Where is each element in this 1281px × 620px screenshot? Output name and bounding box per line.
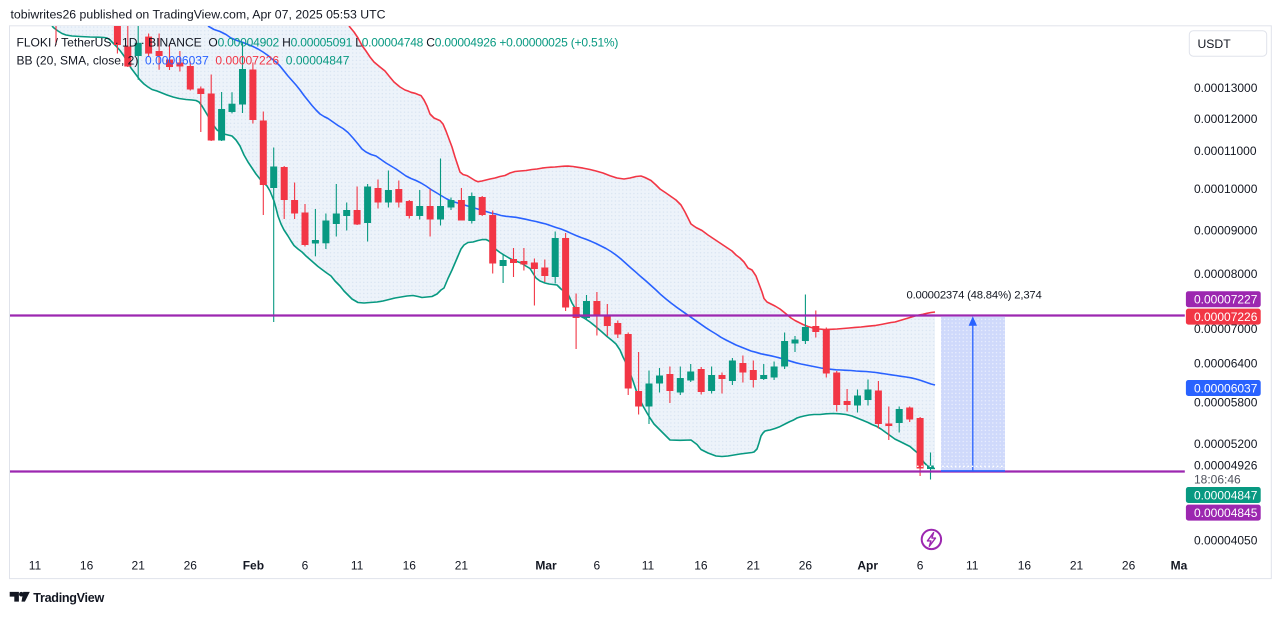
svg-text:21: 21 bbox=[747, 558, 761, 572]
svg-text:21: 21 bbox=[1070, 558, 1084, 572]
svg-text:26: 26 bbox=[799, 558, 813, 572]
svg-text:0.00010000: 0.00010000 bbox=[1194, 182, 1258, 196]
svg-text:6: 6 bbox=[302, 558, 309, 572]
svg-text:11: 11 bbox=[29, 558, 42, 572]
svg-text:0.00011000: 0.00011000 bbox=[1194, 144, 1257, 158]
svg-text:26: 26 bbox=[184, 558, 198, 572]
svg-text:0.00012000: 0.00012000 bbox=[1194, 112, 1258, 126]
svg-text:0.00002374 (48.84%) 2,374: 0.00002374 (48.84%) 2,374 bbox=[907, 289, 1042, 301]
svg-text:0.00007000: 0.00007000 bbox=[1194, 322, 1258, 336]
svg-text:16: 16 bbox=[1018, 558, 1032, 572]
svg-text:0.00005200: 0.00005200 bbox=[1194, 437, 1258, 451]
svg-text:16: 16 bbox=[403, 558, 417, 572]
svg-text:16: 16 bbox=[80, 558, 94, 572]
svg-text:0.00005800: 0.00005800 bbox=[1194, 396, 1258, 410]
svg-text:USDT: USDT bbox=[1198, 37, 1232, 51]
svg-text:Ma: Ma bbox=[1171, 558, 1188, 572]
svg-text:tobiwrites26 published on Trad: tobiwrites26 published on TradingView.co… bbox=[11, 8, 386, 22]
svg-text:0.00009000: 0.00009000 bbox=[1194, 224, 1258, 238]
svg-text:0.00006037: 0.00006037 bbox=[1194, 381, 1258, 395]
svg-text:0.00013000: 0.00013000 bbox=[1194, 81, 1258, 95]
svg-text:TradingView: TradingView bbox=[33, 591, 104, 605]
svg-text:0.00006400: 0.00006400 bbox=[1194, 357, 1258, 371]
svg-text:0.00008000: 0.00008000 bbox=[1194, 267, 1258, 281]
svg-text:11: 11 bbox=[642, 558, 655, 572]
svg-text:Feb: Feb bbox=[243, 558, 264, 572]
svg-text:6: 6 bbox=[594, 558, 601, 572]
svg-text:0.00004845: 0.00004845 bbox=[1194, 506, 1258, 520]
svg-text:18:06:46: 18:06:46 bbox=[1194, 472, 1241, 486]
svg-text:11: 11 bbox=[351, 558, 364, 572]
svg-text:0.00007227: 0.00007227 bbox=[1194, 293, 1258, 307]
svg-text:11: 11 bbox=[966, 558, 979, 572]
svg-text:Mar: Mar bbox=[535, 558, 557, 572]
svg-text:0.00007226: 0.00007226 bbox=[1194, 310, 1258, 324]
svg-text:Apr: Apr bbox=[857, 558, 878, 572]
svg-text:0.00004050: 0.00004050 bbox=[1194, 534, 1258, 548]
svg-text:26: 26 bbox=[1122, 558, 1136, 572]
svg-text:FLOKI / TetherUS · 1D · BINANC: FLOKI / TetherUS · 1D · BINANCE O0.00004… bbox=[17, 36, 619, 50]
svg-text:6: 6 bbox=[917, 558, 924, 572]
svg-text:21: 21 bbox=[132, 558, 146, 572]
svg-text:BB (20, SMA, close, 2) 0.0000: BB (20, SMA, close, 2) 0.00006037 0.0000… bbox=[17, 54, 350, 68]
svg-text:16: 16 bbox=[694, 558, 708, 572]
svg-text:21: 21 bbox=[455, 558, 469, 572]
svg-text:0.00004926: 0.00004926 bbox=[1194, 459, 1258, 473]
svg-text:0.00004847: 0.00004847 bbox=[1194, 488, 1258, 502]
